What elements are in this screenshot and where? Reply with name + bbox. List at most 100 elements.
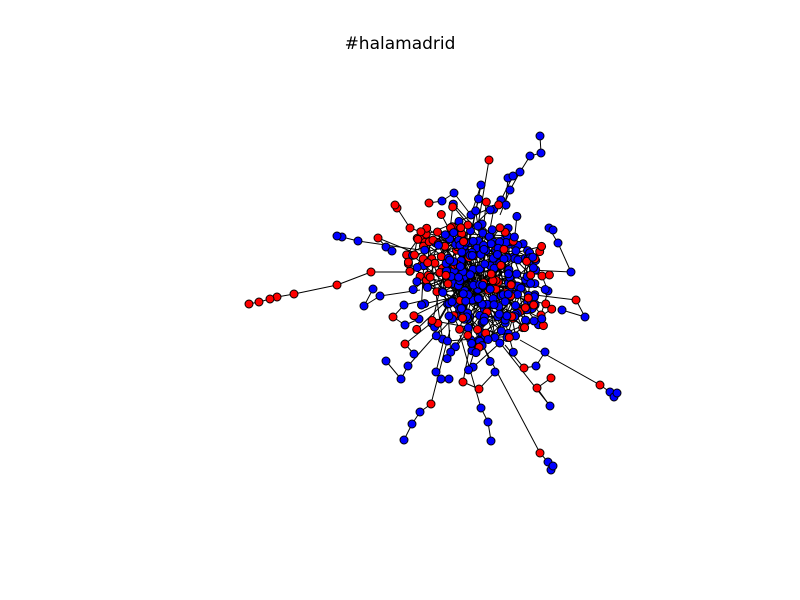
- graph-node-blue: [515, 167, 525, 177]
- graph-edge: [453, 192, 472, 216]
- graph-node-blue: [400, 320, 410, 330]
- graph-node-red: [388, 312, 398, 322]
- graph-node-blue: [502, 311, 512, 321]
- graph-node-blue: [464, 365, 473, 375]
- graph-node-blue: [436, 374, 446, 384]
- graph-node-red: [546, 373, 556, 383]
- graph-node-blue: [537, 314, 547, 324]
- graph-node-blue: [505, 185, 515, 195]
- graph-node-blue: [531, 361, 541, 371]
- graph-node-blue: [476, 403, 486, 413]
- graph-node-blue: [444, 374, 454, 384]
- graph-node-blue: [490, 367, 500, 377]
- graph-node-blue: [485, 356, 495, 366]
- graph-node-blue: [332, 231, 342, 241]
- graph-node-red: [519, 363, 529, 373]
- graph-node-red: [504, 333, 514, 342]
- graph-node-blue: [457, 247, 467, 257]
- graph-node-red: [373, 233, 383, 243]
- graph-node-red: [400, 339, 410, 349]
- graph-node-blue: [526, 278, 536, 288]
- graph-node-red: [494, 200, 504, 210]
- graph-node-blue: [479, 244, 489, 254]
- graph-node-blue: [511, 301, 520, 310]
- graph-node-red: [535, 448, 545, 458]
- graph-node-blue: [399, 300, 409, 310]
- graph-node-red: [456, 223, 466, 233]
- graph-node-blue: [553, 238, 563, 248]
- graph-node-red: [499, 244, 509, 254]
- graph-node-blue: [473, 221, 483, 231]
- graph-node-blue: [461, 296, 471, 306]
- graph-node-red: [496, 260, 506, 270]
- graph-node-blue: [447, 297, 457, 307]
- graph-node-red: [506, 280, 516, 290]
- graph-node-blue: [396, 374, 406, 384]
- graph-node-red: [265, 294, 275, 304]
- graph-node-red: [405, 266, 415, 276]
- graph-node-red: [405, 223, 415, 233]
- graph-node-red: [520, 323, 530, 333]
- graph-node-blue: [509, 232, 519, 242]
- graph-node-blue: [496, 326, 506, 336]
- graph-node-red: [532, 383, 542, 393]
- graph-node-blue: [463, 323, 473, 333]
- graph-node-blue: [449, 188, 459, 198]
- graph-node-red: [244, 299, 254, 309]
- graph-node-blue: [512, 211, 522, 221]
- graph-node-red: [409, 311, 419, 321]
- graph-node-red: [522, 256, 532, 266]
- graph-node-red: [458, 313, 468, 323]
- graph-node-red: [529, 300, 539, 310]
- graph-node-red: [289, 289, 299, 299]
- graph-node-red: [541, 299, 551, 309]
- graph-node-blue: [535, 131, 545, 141]
- graph-node-blue: [412, 277, 422, 287]
- graph-node-blue: [511, 246, 521, 256]
- graph-node-blue: [375, 291, 385, 301]
- nodes-layer: [244, 131, 622, 475]
- graph-node-red: [412, 324, 422, 334]
- graph-node-red: [436, 210, 446, 219]
- graph-node-red: [448, 202, 458, 212]
- graph-edge: [336, 271, 372, 286]
- graph-node-red: [595, 380, 605, 390]
- graph-node-red: [410, 250, 419, 260]
- graph-node-blue: [455, 262, 465, 271]
- graph-node-blue: [548, 225, 558, 235]
- graph-node-blue: [420, 245, 430, 255]
- graph-node-blue: [478, 280, 488, 290]
- graph-edge: [293, 284, 338, 295]
- graph-node-blue: [468, 236, 478, 246]
- graph-node-blue: [536, 148, 546, 158]
- graph-node-blue: [540, 285, 550, 294]
- graph-node-red: [403, 257, 413, 267]
- graph-node-red: [424, 198, 434, 208]
- graph-node-blue: [440, 230, 450, 240]
- graph-node-blue: [408, 285, 418, 295]
- graph-node-blue: [521, 315, 530, 325]
- graph-node-red: [463, 330, 473, 340]
- graph-node-blue: [508, 347, 518, 357]
- graph-node-blue: [528, 263, 538, 273]
- graph-node-blue: [479, 316, 489, 326]
- graph-node-red: [426, 399, 436, 409]
- graph-node-red: [390, 200, 400, 210]
- graph-node-blue: [449, 228, 459, 238]
- graph-node-blue: [438, 288, 448, 297]
- graph-node-blue: [359, 301, 369, 311]
- graph-node-red: [423, 258, 433, 268]
- graph-node-blue: [480, 259, 490, 269]
- graph-node-blue: [431, 367, 441, 377]
- graph-node-red: [459, 237, 469, 247]
- graph-node-blue: [381, 356, 391, 366]
- graph-node-blue: [454, 272, 464, 282]
- graph-node-blue: [483, 335, 493, 344]
- graph-node-blue: [476, 180, 486, 190]
- graph-node-blue: [445, 255, 455, 265]
- graph-node-blue: [471, 206, 481, 216]
- graph-edge: [519, 339, 601, 386]
- graph-node-blue: [431, 331, 441, 341]
- graph-node-red: [495, 223, 505, 233]
